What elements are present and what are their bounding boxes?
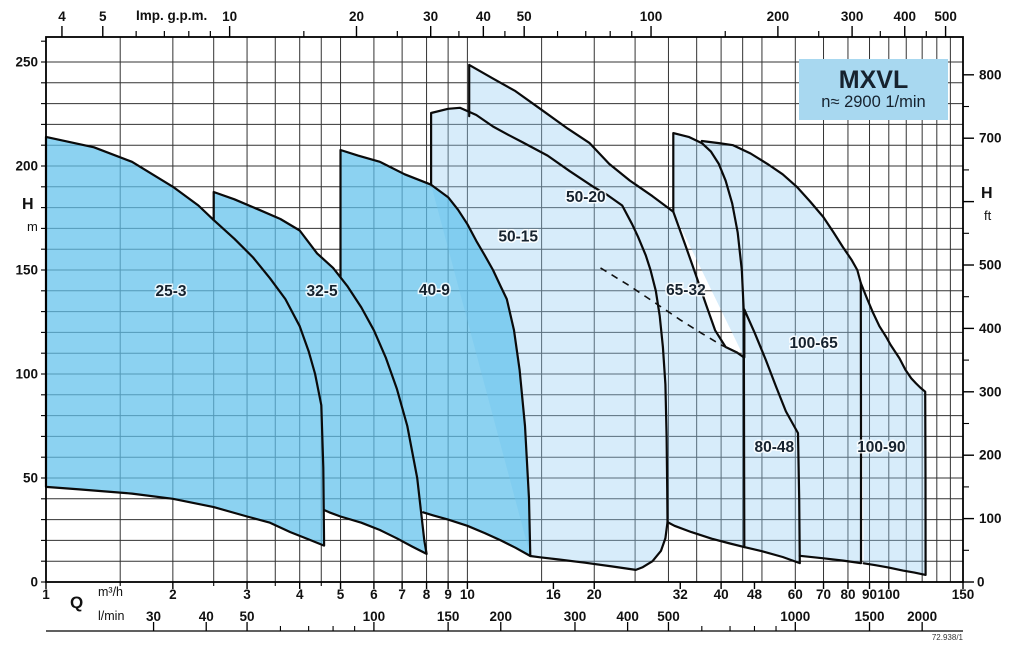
tick-label: 4 bbox=[58, 9, 66, 24]
region-label: 100-90 bbox=[857, 439, 905, 456]
tick-label: 40 bbox=[476, 9, 491, 24]
tick-label: 50 bbox=[23, 471, 38, 486]
tick-label: 70 bbox=[816, 587, 831, 602]
tick-label: 30 bbox=[146, 609, 161, 624]
tick-label: 20 bbox=[349, 9, 364, 24]
tick-label: 20 bbox=[587, 587, 602, 602]
tick-label: 7 bbox=[398, 587, 406, 602]
tick-label: 4 bbox=[296, 587, 304, 602]
tick-label: 200 bbox=[15, 159, 38, 174]
left-axis-title: H bbox=[22, 196, 34, 213]
tick-label: 1500 bbox=[854, 609, 884, 624]
tick-label: 200 bbox=[979, 448, 1002, 463]
tick-label: 0 bbox=[30, 575, 38, 590]
top-axis-title: Imp. g.p.m. bbox=[136, 8, 208, 23]
envelope-65-32 bbox=[672, 132, 746, 359]
tick-label: 16 bbox=[546, 587, 562, 602]
envelope-80-48 bbox=[743, 308, 801, 565]
tick-label: 0 bbox=[977, 575, 985, 590]
tick-label: 2 bbox=[169, 587, 177, 602]
region-label: 50-20 bbox=[566, 189, 606, 206]
tick-label: 100 bbox=[363, 609, 386, 624]
tick-label: 9 bbox=[444, 587, 452, 602]
right-axis-title: H bbox=[981, 185, 993, 202]
tick-label: 10 bbox=[222, 9, 237, 24]
tick-label: 5 bbox=[337, 587, 345, 602]
tick-label: 100 bbox=[15, 367, 38, 382]
region-label: 32-5 bbox=[307, 283, 338, 300]
light-group-fill bbox=[431, 64, 926, 575]
tick-label: 800 bbox=[979, 67, 1002, 82]
envelope-25-3 bbox=[44, 135, 326, 547]
tick-label: 500 bbox=[979, 258, 1002, 273]
tick-label: 150 bbox=[437, 609, 460, 624]
tick-label: 60 bbox=[788, 587, 803, 602]
tick-label: 3 bbox=[243, 587, 251, 602]
tick-label: 400 bbox=[893, 9, 916, 24]
model-speed: n≈ 2900 1/min bbox=[821, 93, 926, 112]
dashed-guide-line bbox=[600, 267, 745, 357]
tick-label: 10 bbox=[460, 587, 475, 602]
envelope-50-20 bbox=[468, 63, 746, 549]
tick-label: 400 bbox=[979, 321, 1002, 336]
flow-axis-title: Q bbox=[70, 593, 84, 612]
envelope-32-5 bbox=[212, 190, 428, 555]
region-label: 80-48 bbox=[754, 439, 794, 456]
tick-label: 200 bbox=[489, 609, 512, 624]
tick-label: 40 bbox=[714, 587, 729, 602]
tick-label: 200 bbox=[767, 9, 790, 24]
region-label: 100-65 bbox=[789, 335, 838, 352]
tick-label: 150 bbox=[15, 263, 38, 278]
tick-label: 300 bbox=[979, 384, 1002, 399]
tick-label: 50 bbox=[517, 9, 532, 24]
tick-label: 300 bbox=[564, 609, 587, 624]
tick-label: 500 bbox=[934, 9, 957, 24]
tick-label: 80 bbox=[840, 587, 855, 602]
tick-label: 2000 bbox=[907, 609, 937, 624]
drawing-number: 72.938/1 bbox=[931, 633, 963, 642]
title-box-bg bbox=[799, 59, 948, 120]
envelope-40-9 bbox=[339, 148, 532, 558]
tick-label: 250 bbox=[15, 55, 38, 70]
tick-label: 6 bbox=[370, 587, 378, 602]
tick-label: 40 bbox=[199, 609, 214, 624]
envelope-100-65 bbox=[700, 139, 863, 565]
region-label: 40-9 bbox=[419, 282, 450, 299]
model-name: MXVL bbox=[838, 65, 909, 94]
tick-label: 5 bbox=[99, 9, 107, 24]
tick-label: 100 bbox=[640, 9, 663, 24]
region-label: 25-3 bbox=[155, 283, 186, 300]
tick-label: 1000 bbox=[780, 609, 810, 624]
region-label: 50-15 bbox=[498, 229, 538, 246]
tick-label: 100 bbox=[979, 511, 1002, 526]
right-axis-unit: ft bbox=[984, 208, 992, 223]
tick-label: 48 bbox=[747, 587, 763, 602]
tick-label: 150 bbox=[952, 587, 975, 602]
tick-label: 300 bbox=[841, 9, 864, 24]
tick-label: 500 bbox=[657, 609, 680, 624]
tick-label: 400 bbox=[616, 609, 639, 624]
m3h-unit-label: m³/h bbox=[98, 585, 123, 599]
tick-label: 30 bbox=[423, 9, 438, 24]
tick-label: 100 bbox=[878, 587, 901, 602]
envelope-50-15 bbox=[430, 106, 669, 571]
envelope-100-90 bbox=[859, 281, 927, 576]
tick-label: 1 bbox=[42, 587, 50, 602]
left-axis-unit: m bbox=[27, 219, 38, 234]
tick-label: 8 bbox=[423, 587, 431, 602]
model-title-box: MXVL n≈ 2900 1/min bbox=[799, 59, 948, 120]
region-label: 65-32 bbox=[666, 282, 706, 299]
tick-label: 90 bbox=[862, 587, 877, 602]
tick-label: 32 bbox=[673, 587, 688, 602]
dark-group-fill bbox=[46, 136, 531, 556]
lmin-unit-label: l/min bbox=[98, 609, 125, 623]
tick-label: 50 bbox=[240, 609, 255, 624]
tick-label: 700 bbox=[979, 131, 1002, 146]
